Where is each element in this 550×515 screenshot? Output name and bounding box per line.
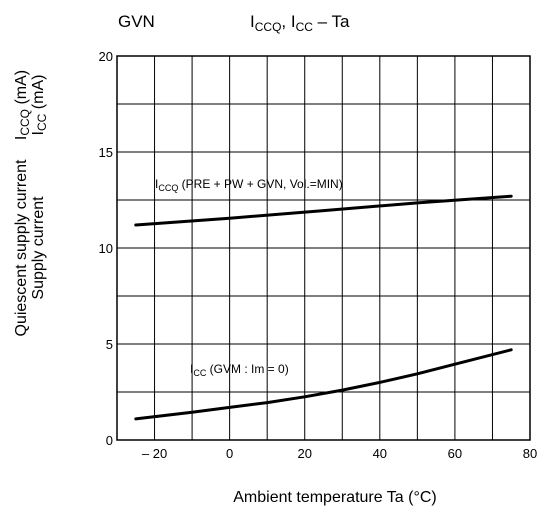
series-line-iccq [134,194,513,227]
y-tick-label: 20 [99,49,113,64]
y-axis-label-line1: Quiescent supply current [13,159,30,337]
x-tick-label: 40 [373,446,387,461]
y-tick-label: 15 [99,145,113,160]
x-tick-label: 0 [226,446,233,461]
tick-labels: – 20 0 20 40 60 80 0 5 10 15 20 [99,49,538,461]
grid-lines [117,56,530,440]
series-label-icc: ICC (GVM : Im = 0) [190,362,289,378]
series-label-iccq: ICCQ (PRE + PW + GVN, Vol.=MIN) [155,177,343,193]
x-tick-label: 60 [448,446,462,461]
chart-title: ICCQ, ICC – Ta [250,12,350,34]
chart-header-left: GVN [118,12,155,31]
y-axis-unit-line1: ICCQ (mA) [13,70,32,140]
y-tick-label: 5 [106,337,113,352]
y-tick-label: 10 [99,241,113,256]
series-lines [134,194,513,421]
series-line-icc [134,348,513,421]
x-axis-label: Ambient temperature Ta (°C) [233,489,437,506]
x-tick-label: 20 [297,446,311,461]
y-axis-unit-line2: ICC (mA) [30,75,49,136]
y-tick-label: 0 [106,433,113,448]
y-axis-label-line2: Supply current [30,196,47,300]
x-tick-label: – 20 [142,446,167,461]
x-tick-label: 80 [523,446,537,461]
plot-frame [116,55,531,441]
